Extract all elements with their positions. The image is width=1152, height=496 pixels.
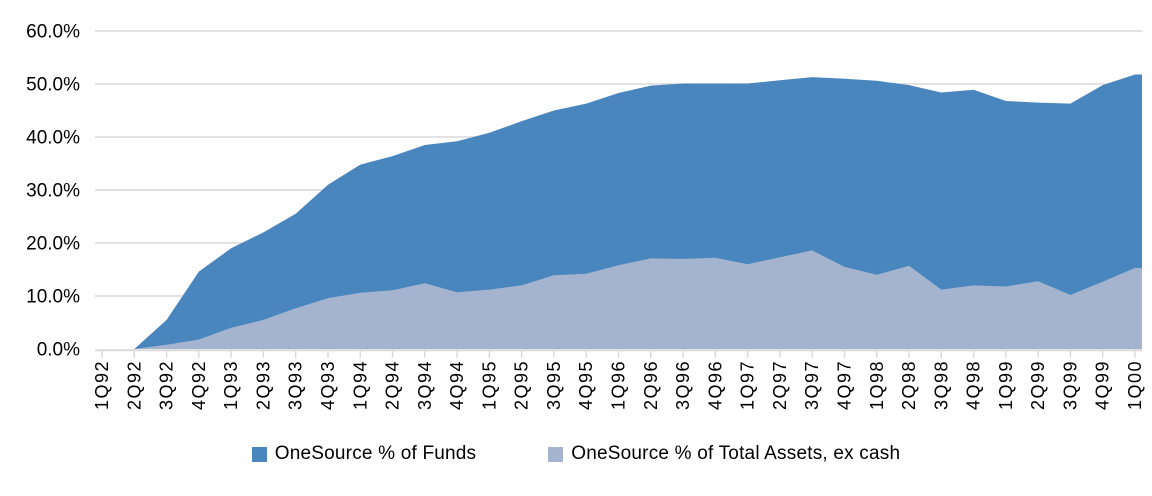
x-axis-label: 2Q98 [899, 360, 919, 410]
x-axis-label: 1Q94 [350, 360, 370, 410]
x-axis-label: 1Q99 [996, 360, 1016, 410]
x-axis-label: 4Q96 [705, 360, 725, 410]
y-axis-label: 50.0% [26, 75, 80, 96]
y-axis-label: 30.0% [26, 181, 80, 202]
x-axis-label: 4Q92 [189, 360, 209, 410]
legend-item-funds: OneSource % of Funds [251, 443, 477, 465]
area-series-total-assets [102, 250, 1142, 349]
x-axis-label: 3Q93 [286, 360, 306, 410]
x-axis-label: 1Q00 [1125, 360, 1145, 410]
x-axis-label: 1Q98 [867, 360, 887, 410]
x-axis-label: 1Q92 [92, 360, 112, 410]
x-axis-label: 4Q93 [318, 360, 338, 410]
x-axis-label: 2Q92 [124, 360, 144, 410]
x-axis-label: 3Q92 [157, 360, 177, 410]
x-axis-label: 2Q94 [383, 360, 403, 410]
x-axis-label: 4Q98 [964, 360, 984, 410]
y-axis-label: 20.0% [26, 234, 80, 255]
x-axis-label: 2Q95 [512, 360, 532, 410]
x-axis-label: 4Q95 [576, 360, 596, 410]
y-axis-label: 10.0% [26, 287, 80, 308]
x-axis-label: 1Q95 [479, 360, 499, 410]
x-axis-label: 3Q94 [415, 360, 435, 410]
y-axis-label: 40.0% [26, 128, 80, 149]
x-axis-label: 4Q97 [834, 360, 854, 410]
x-axis-label: 1Q97 [738, 360, 758, 410]
y-axis-label: 0.0% [37, 340, 80, 361]
x-axis-label: 3Q98 [931, 360, 951, 410]
x-axis-label: 2Q96 [641, 360, 661, 410]
legend-label-total-assets: OneSource % of Total Assets, ex cash [571, 443, 901, 464]
x-axis-label: 3Q96 [673, 360, 693, 410]
legend-label-funds: OneSource % of Funds [274, 443, 477, 464]
legend: OneSource % of Funds OneSource % of Tota… [0, 443, 1152, 465]
x-axis-label: 2Q97 [770, 360, 790, 410]
y-axis-label: 60.0% [26, 22, 80, 43]
legend-swatch-total-assets-icon [548, 446, 564, 462]
x-axis-label: 3Q95 [544, 360, 564, 410]
x-axis-label: 3Q97 [802, 360, 822, 410]
x-axis-label: 2Q93 [253, 360, 273, 410]
x-axis-label: 1Q93 [221, 360, 241, 410]
x-axis-label: 1Q96 [609, 360, 629, 410]
x-axis-label: 3Q99 [1060, 360, 1080, 410]
x-axis-label: 2Q99 [1028, 360, 1048, 410]
x-axis-label: 4Q94 [447, 360, 467, 410]
legend-swatch-funds-icon [251, 446, 267, 462]
x-axis-label: 4Q99 [1093, 360, 1113, 410]
legend-item-total-assets: OneSource % of Total Assets, ex cash [548, 443, 900, 465]
